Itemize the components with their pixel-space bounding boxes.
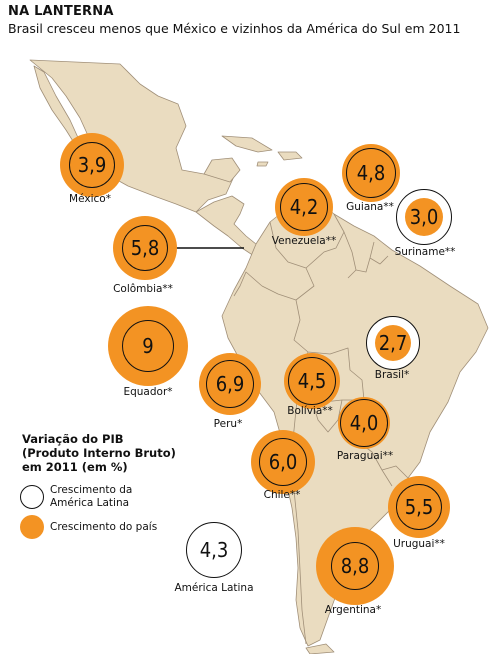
guiana-label: Guiana** xyxy=(346,201,394,213)
argentina-bubble: 8,8 xyxy=(316,527,394,605)
peru-bubble: 6,9 xyxy=(199,353,261,415)
mexico-label: México* xyxy=(69,193,111,205)
legend-item-latin-america: Crescimento da América Latina xyxy=(20,484,132,510)
map-subtitle: Brasil cresceu menos que México e vizinh… xyxy=(8,21,461,36)
mexico-shape xyxy=(29,59,237,213)
america-latina-value: 4,3 xyxy=(199,538,229,562)
legend-ring-swatch xyxy=(20,485,44,509)
paraguai-label: Paraguai** xyxy=(336,450,394,462)
america-latina-bubble: 4,3 xyxy=(186,522,242,578)
legend-title: Variação do PIB (Produto Interno Bruto) … xyxy=(22,432,176,474)
tierra-del-fuego-shape xyxy=(305,643,335,654)
mexico-bubble: 3,9 xyxy=(60,133,124,197)
america-latina-label: América Latina xyxy=(174,582,254,594)
equador-bubble: 9 xyxy=(108,306,188,386)
hispaniola-shape xyxy=(277,151,303,161)
legend-item-country: Crescimento do país xyxy=(20,515,157,539)
suriname-bubble: 3,0 xyxy=(396,189,452,245)
jamaica-shape xyxy=(256,161,269,167)
uruguai-label: Uruguai** xyxy=(393,538,445,550)
central-america-shape xyxy=(195,195,263,257)
uruguai-bubble: 5,5 xyxy=(388,476,450,538)
colombia-bubble: 5,8 xyxy=(113,216,177,280)
chile-bubble: 6,0 xyxy=(251,430,315,494)
cuba-shape xyxy=(221,135,273,153)
chile-label: Chile** xyxy=(263,489,301,501)
brasil-bubble: 2,7 xyxy=(366,316,420,370)
peru-label: Peru* xyxy=(213,418,243,430)
argentina-label: Argentina* xyxy=(324,604,382,616)
bolivia-bubble: 4,5 xyxy=(284,353,340,409)
equador-label: Equador* xyxy=(123,386,173,398)
venezuela-label: Venezuela** xyxy=(271,235,337,247)
colombia-label: Colômbia** xyxy=(113,283,173,295)
yucatan-shape xyxy=(203,157,241,183)
paraguai-bubble: 4,0 xyxy=(338,397,390,449)
bolivia-label: Bolívia** xyxy=(287,405,333,417)
legend-fill-swatch xyxy=(20,515,44,539)
venezuela-bubble: 4,2 xyxy=(275,178,333,236)
brasil-label: Brasil* xyxy=(374,369,410,381)
suriname-value: 3,0 xyxy=(409,205,439,229)
brasil-value: 2,7 xyxy=(378,331,408,355)
map-title: NA LANTERNA xyxy=(8,4,114,19)
guiana-bubble: 4,8 xyxy=(342,144,400,202)
suriname-label: Suriname** xyxy=(394,246,456,258)
